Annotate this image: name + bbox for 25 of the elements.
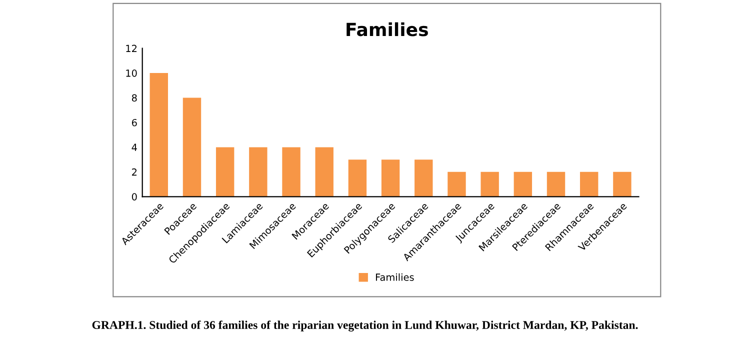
bar	[348, 160, 367, 197]
bar	[414, 160, 433, 197]
bar	[315, 147, 334, 197]
chart-title: Families	[346, 22, 428, 36]
bar	[514, 172, 532, 197]
y-tick-label: 0	[132, 193, 137, 200]
bar	[381, 160, 400, 197]
legend-label: Families	[376, 273, 414, 281]
y-tick-label: 10	[126, 70, 137, 77]
bar	[613, 172, 632, 197]
bar	[546, 172, 566, 197]
bar	[448, 172, 466, 197]
y-tick-label: 12	[126, 44, 137, 52]
bar	[580, 172, 598, 197]
y-tick-label: 4	[132, 144, 137, 151]
bar	[480, 172, 499, 197]
y-tick-label: 6	[132, 118, 137, 126]
y-tick-label: 2	[132, 168, 137, 176]
y-tick-label: 8	[132, 94, 137, 102]
bar	[150, 73, 168, 197]
bar	[249, 147, 268, 197]
bar	[216, 147, 234, 197]
bar	[182, 98, 202, 197]
bar	[282, 147, 300, 197]
text: GRAPH.1. Studied of 36 families of the riparian vegetation in Lund Khuwar, District Mardan, KP, Pakistan.	[92, 320, 638, 332]
